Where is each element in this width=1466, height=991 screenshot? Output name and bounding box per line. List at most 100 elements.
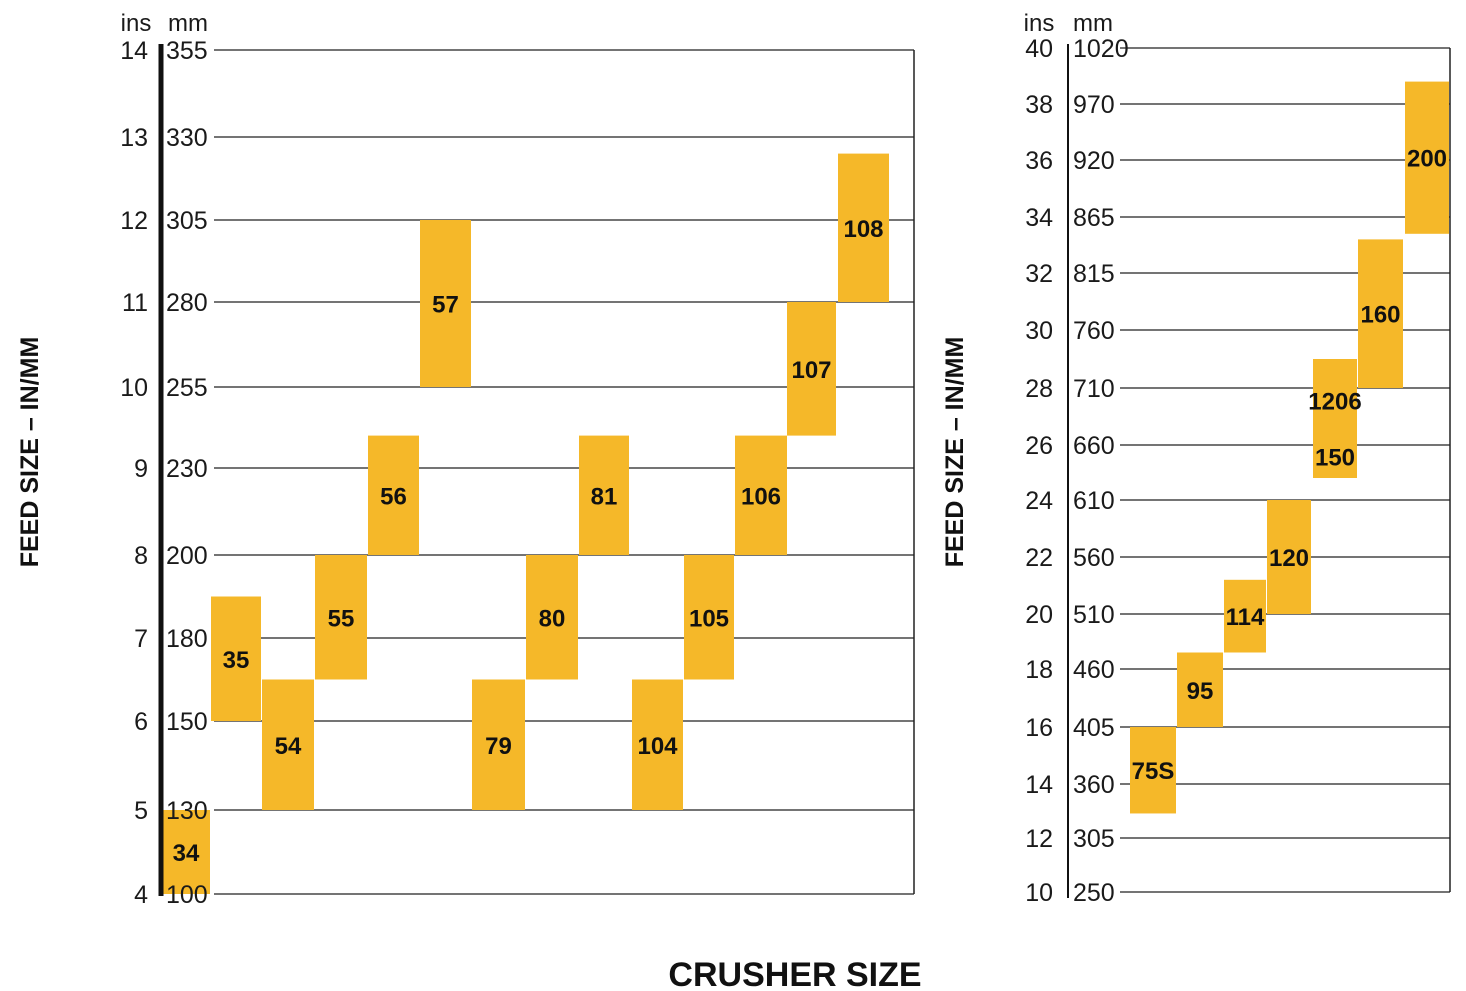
range-bar-80 <box>526 555 578 680</box>
bar-label-57: 57 <box>432 292 459 319</box>
bar-label-81: 81 <box>591 483 618 510</box>
bar-label-55: 55 <box>328 605 355 632</box>
tick-label-ins: 26 <box>1025 432 1053 460</box>
tick-label-mm: 130 <box>166 797 208 825</box>
range-bar-79 <box>472 679 525 810</box>
bar-label-160: 160 <box>1360 302 1400 329</box>
bar-label-107: 107 <box>791 357 831 384</box>
range-bar-35 <box>211 596 261 721</box>
range-bar-57 <box>420 220 471 387</box>
tick-label-mm: 660 <box>1073 432 1115 460</box>
bar-label-200: 200 <box>1407 146 1447 173</box>
tick-label-ins: 28 <box>1025 375 1053 403</box>
tick-label-mm: 1020 <box>1073 35 1129 63</box>
range-bar-107 <box>787 302 836 436</box>
range-bar-81 <box>579 435 629 555</box>
bar-label-75S: 75S <box>1132 758 1175 785</box>
tick-label-ins: 5 <box>134 797 148 825</box>
bar-label-54: 54 <box>275 733 302 760</box>
range-bar-114 <box>1224 579 1266 653</box>
tick-label-mm: 815 <box>1073 260 1115 288</box>
tick-label-ins: 11 <box>122 289 148 317</box>
tick-label-mm: 200 <box>166 542 208 570</box>
range-bar-104 <box>632 679 683 810</box>
tick-label-mm: 355 <box>166 37 208 65</box>
tick-label-ins: 12 <box>1025 825 1053 853</box>
range-bar-34 <box>162 810 210 894</box>
tick-label-mm: 305 <box>166 207 208 235</box>
range-bar-160 <box>1358 239 1403 388</box>
tick-label-ins: 7 <box>134 625 148 653</box>
tick-label-ins: 9 <box>134 455 148 483</box>
unit-label-mm: mm <box>1073 10 1113 37</box>
range-bar-54 <box>262 679 314 810</box>
tick-label-ins: 6 <box>134 708 148 736</box>
tick-label-ins: 30 <box>1025 317 1053 345</box>
tick-label-mm: 250 <box>1073 879 1115 907</box>
bar-label-1206: 1206 <box>1308 389 1361 416</box>
bar-label-114: 114 <box>1226 604 1265 631</box>
tick-label-mm: 560 <box>1073 544 1115 572</box>
bar-label-56: 56 <box>380 483 407 510</box>
range-bar-56 <box>368 435 419 555</box>
tick-label-mm: 460 <box>1073 656 1115 684</box>
range-bar-1206 <box>1313 359 1357 478</box>
unit-label-ins: ins <box>1024 10 1055 37</box>
bar-label-105: 105 <box>689 605 729 632</box>
tick-label-mm: 255 <box>166 374 208 402</box>
tick-label-mm: 330 <box>166 124 208 152</box>
range-bar-106 <box>735 435 787 555</box>
tick-label-ins: 36 <box>1025 147 1053 175</box>
tick-label-ins: 22 <box>1025 544 1053 572</box>
bar-label-35: 35 <box>223 647 250 674</box>
tick-label-mm: 865 <box>1073 204 1115 232</box>
range-bar-120 <box>1267 500 1311 614</box>
tick-label-mm: 280 <box>166 289 208 317</box>
range-bar-200 <box>1405 81 1449 234</box>
tick-label-ins: 20 <box>1025 601 1053 629</box>
tick-label-mm: 610 <box>1073 487 1115 515</box>
tick-label-ins: 38 <box>1025 91 1053 119</box>
bar-label-34: 34 <box>173 840 200 867</box>
bar-label-108: 108 <box>843 216 883 243</box>
tick-label-ins: 34 <box>1025 204 1053 232</box>
tick-label-ins: 40 <box>1025 35 1053 63</box>
y-axis-title: FEED SIZE – IN/MM <box>16 337 44 568</box>
tick-label-ins: 13 <box>120 124 148 152</box>
tick-label-mm: 305 <box>1073 825 1115 853</box>
range-bar-95 <box>1177 652 1223 727</box>
bar-label-79: 79 <box>485 733 512 760</box>
tick-label-ins: 18 <box>1025 656 1053 684</box>
bar-label-106: 106 <box>741 483 781 510</box>
bar-label-80: 80 <box>539 605 566 632</box>
tick-label-mm: 510 <box>1073 601 1115 629</box>
bar-label-150: 150 <box>1315 445 1355 472</box>
tick-label-ins: 4 <box>134 881 148 909</box>
tick-label-mm: 920 <box>1073 147 1115 175</box>
tick-label-mm: 150 <box>166 708 208 736</box>
range-bar-105 <box>684 555 734 680</box>
range-bar-75S <box>1130 727 1176 814</box>
unit-label-mm: mm <box>168 10 208 37</box>
bar-label-104: 104 <box>637 733 678 760</box>
tick-label-ins: 14 <box>120 37 148 65</box>
tick-label-ins: 10 <box>120 374 148 402</box>
tick-label-mm: 230 <box>166 455 208 483</box>
tick-label-ins: 12 <box>120 207 148 235</box>
tick-label-mm: 970 <box>1073 91 1115 119</box>
tick-label-mm: 760 <box>1073 317 1115 345</box>
tick-label-ins: 14 <box>1025 771 1053 799</box>
bar-label-120: 120 <box>1269 545 1309 572</box>
tick-label-ins: 32 <box>1025 260 1053 288</box>
tick-label-ins: 8 <box>134 542 148 570</box>
bar-label-95: 95 <box>1187 678 1214 705</box>
tick-label-ins: 10 <box>1025 879 1053 907</box>
x-axis-title: CRUSHER SIZE <box>668 956 921 991</box>
tick-label-mm: 100 <box>166 881 208 909</box>
range-bar-108 <box>838 153 889 302</box>
y-axis-title: FEED SIZE – IN/MM <box>941 337 969 568</box>
unit-label-ins: ins <box>121 10 152 37</box>
